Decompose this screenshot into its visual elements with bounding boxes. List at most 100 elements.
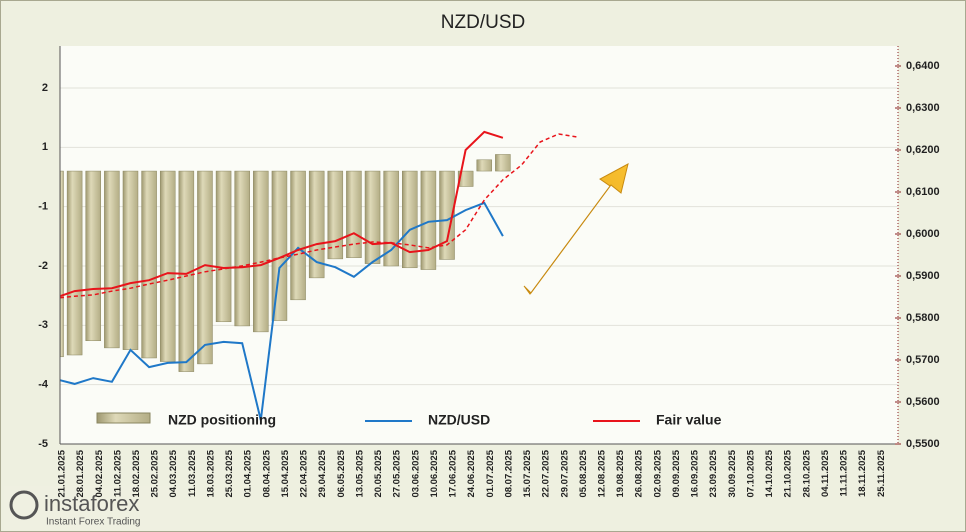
watermark: instaforex Instant Forex Trading (4, 486, 180, 530)
bar (59, 170, 64, 358)
bar (457, 170, 474, 187)
bar (364, 170, 381, 264)
x-tick-label: 13.05.2025 (354, 449, 365, 497)
x-tick-label: 21.10.2025 (783, 449, 794, 497)
y-tick-label: 1 (42, 141, 48, 153)
x-tick-label: 22.07.2025 (541, 449, 552, 497)
x-tick-label: 11.03.2025 (187, 449, 198, 497)
x-tick-label: 10.06.2025 (429, 449, 440, 497)
x-tick-label: 08.07.2025 (503, 449, 514, 497)
x-tick-label: 07.10.2025 (745, 449, 756, 497)
bar (327, 170, 344, 260)
line (59, 133, 578, 299)
line (59, 130, 504, 298)
bar (308, 170, 325, 279)
watermark-bg (4, 486, 180, 530)
chart-title: NZD/USD (441, 12, 525, 33)
bar (271, 170, 288, 321)
trend-arrow (523, 163, 629, 295)
bar (346, 170, 362, 258)
y2-tick-label: 0,5500 (906, 438, 940, 450)
bar (476, 159, 493, 172)
x-tick-label: 15.07.2025 (522, 449, 533, 497)
x-tick-label: 11.11.2025 (839, 449, 850, 496)
line (59, 201, 504, 421)
y2-tick-label: 0,5600 (906, 396, 940, 408)
x-tick-label: 22.04.2025 (299, 449, 310, 497)
legend-label: NZD/USD (428, 412, 490, 428)
y2-tick-label: 0,6300 (906, 102, 940, 114)
y2-tick-label: 0,6400 (906, 60, 940, 72)
y2-tick-label: 0,5900 (906, 270, 940, 282)
watermark-text: instaforex (44, 491, 139, 516)
x-tick-label: 03.06.2025 (410, 449, 421, 497)
x-tick-label: 29.07.2025 (559, 449, 570, 497)
y-tick-label: -4 (38, 379, 49, 391)
x-tick-label: 17.06.2025 (448, 449, 459, 497)
x-tick-label: 14.10.2025 (764, 449, 775, 497)
bar (85, 170, 101, 342)
x-tick-label: 02.09.2025 (652, 449, 663, 497)
y2-tick-label: 0,6000 (906, 228, 940, 240)
x-tick-label: 21.01.2025 (57, 449, 68, 497)
bar (215, 170, 232, 323)
watermark-sub: Instant Forex Trading (46, 517, 141, 528)
bar (66, 170, 83, 356)
bar (197, 170, 213, 365)
y-tick-label: -2 (38, 260, 48, 272)
legend-swatch (96, 412, 151, 424)
x-tick-label: 06.05.2025 (336, 449, 347, 497)
x-tick-label: 01.04.2025 (243, 449, 254, 497)
y-tick-label: -1 (38, 201, 48, 213)
x-tick-label: 16.09.2025 (690, 449, 701, 497)
logo (9, 490, 39, 520)
x-tick-label: 28.01.2025 (75, 449, 86, 497)
bar (159, 170, 176, 362)
x-tick-label: 25.03.2025 (224, 449, 235, 497)
x-tick-label: 04.03.2025 (168, 449, 179, 497)
x-tick-label: 15.04.2025 (280, 449, 291, 497)
y2-tick-label: 0,5700 (906, 354, 940, 366)
legend-label: NZD positioning (168, 412, 276, 428)
x-tick-label: 12.08.2025 (596, 449, 607, 497)
bar (290, 170, 306, 301)
x-tick-label: 20.05.2025 (373, 449, 384, 497)
x-tick-label: 18.03.2025 (205, 449, 216, 497)
x-tick-label: 08.04.2025 (261, 449, 272, 497)
x-tick-label: 09.09.2025 (671, 449, 682, 497)
y-tick-label: 2 (42, 82, 48, 94)
x-tick-label: 24.06.2025 (466, 449, 477, 497)
x-tick-label: 04.11.2025 (820, 449, 831, 497)
bar (495, 154, 511, 172)
legend-label: Fair value (656, 412, 722, 428)
x-tick-label: 18.11.2025 (857, 449, 868, 497)
x-tick-label: 11.02.2025 (112, 449, 123, 497)
bar (141, 170, 157, 359)
bar (402, 170, 418, 269)
x-tick-label: 05.08.2025 (578, 449, 589, 497)
bar (420, 170, 437, 270)
x-tick-label: 04.02.2025 (94, 449, 105, 497)
x-tick-label: 25.02.2025 (150, 449, 161, 497)
x-tick-label: 30.09.2025 (727, 449, 738, 497)
x-tick-label: 26.08.2025 (634, 449, 645, 497)
x-tick-label: 18.02.2025 (131, 449, 142, 497)
bar (383, 170, 399, 267)
x-tick-label: 28.10.2025 (801, 449, 812, 497)
y2-tick-label: 0,6100 (906, 186, 940, 198)
x-tick-label: 01.07.2025 (485, 449, 496, 497)
y2-tick-label: 0,6200 (906, 144, 940, 156)
bar (122, 170, 139, 350)
y-tick-label: -3 (38, 319, 48, 331)
bar (253, 170, 269, 333)
bar (234, 170, 250, 327)
x-tick-label: 19.08.2025 (615, 449, 626, 497)
x-tick-label: 27.05.2025 (392, 449, 403, 497)
x-tick-label: 29.04.2025 (317, 449, 328, 497)
x-tick-label: 25.11.2025 (876, 449, 887, 497)
x-tick-label: 23.09.2025 (708, 449, 719, 497)
y2-tick-label: 0,5800 (906, 312, 940, 324)
bar (104, 170, 120, 349)
y-tick-label: -5 (38, 438, 48, 450)
